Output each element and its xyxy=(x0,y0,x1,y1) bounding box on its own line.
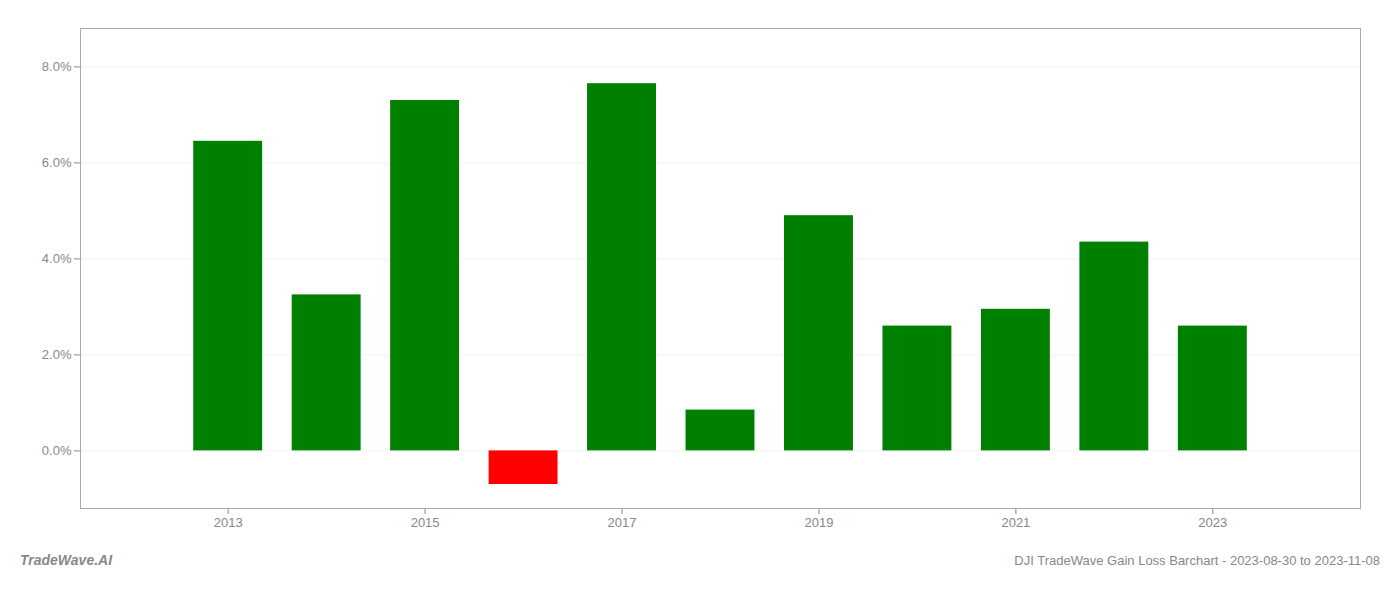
svg-text:8.0%: 8.0% xyxy=(42,59,72,74)
svg-text:2023: 2023 xyxy=(1198,515,1227,530)
svg-text:2021: 2021 xyxy=(1001,515,1030,530)
svg-text:2.0%: 2.0% xyxy=(42,347,72,362)
html-text:DJI TradeWave Gain Loss Barcha: DJI TradeWave Gain Loss Barchart - 2023-… xyxy=(1014,553,1380,568)
html-text:TradeWave.AI: TradeWave.AI xyxy=(20,552,113,568)
svg-text:2013: 2013 xyxy=(214,515,243,530)
svg-text:2015: 2015 xyxy=(411,515,440,530)
svg-text:6.0%: 6.0% xyxy=(42,155,72,170)
svg-text:2017: 2017 xyxy=(608,515,637,530)
svg-text:2019: 2019 xyxy=(805,515,834,530)
svg-text:4.0%: 4.0% xyxy=(42,251,72,266)
svg-text:0.0%: 0.0% xyxy=(42,443,72,458)
